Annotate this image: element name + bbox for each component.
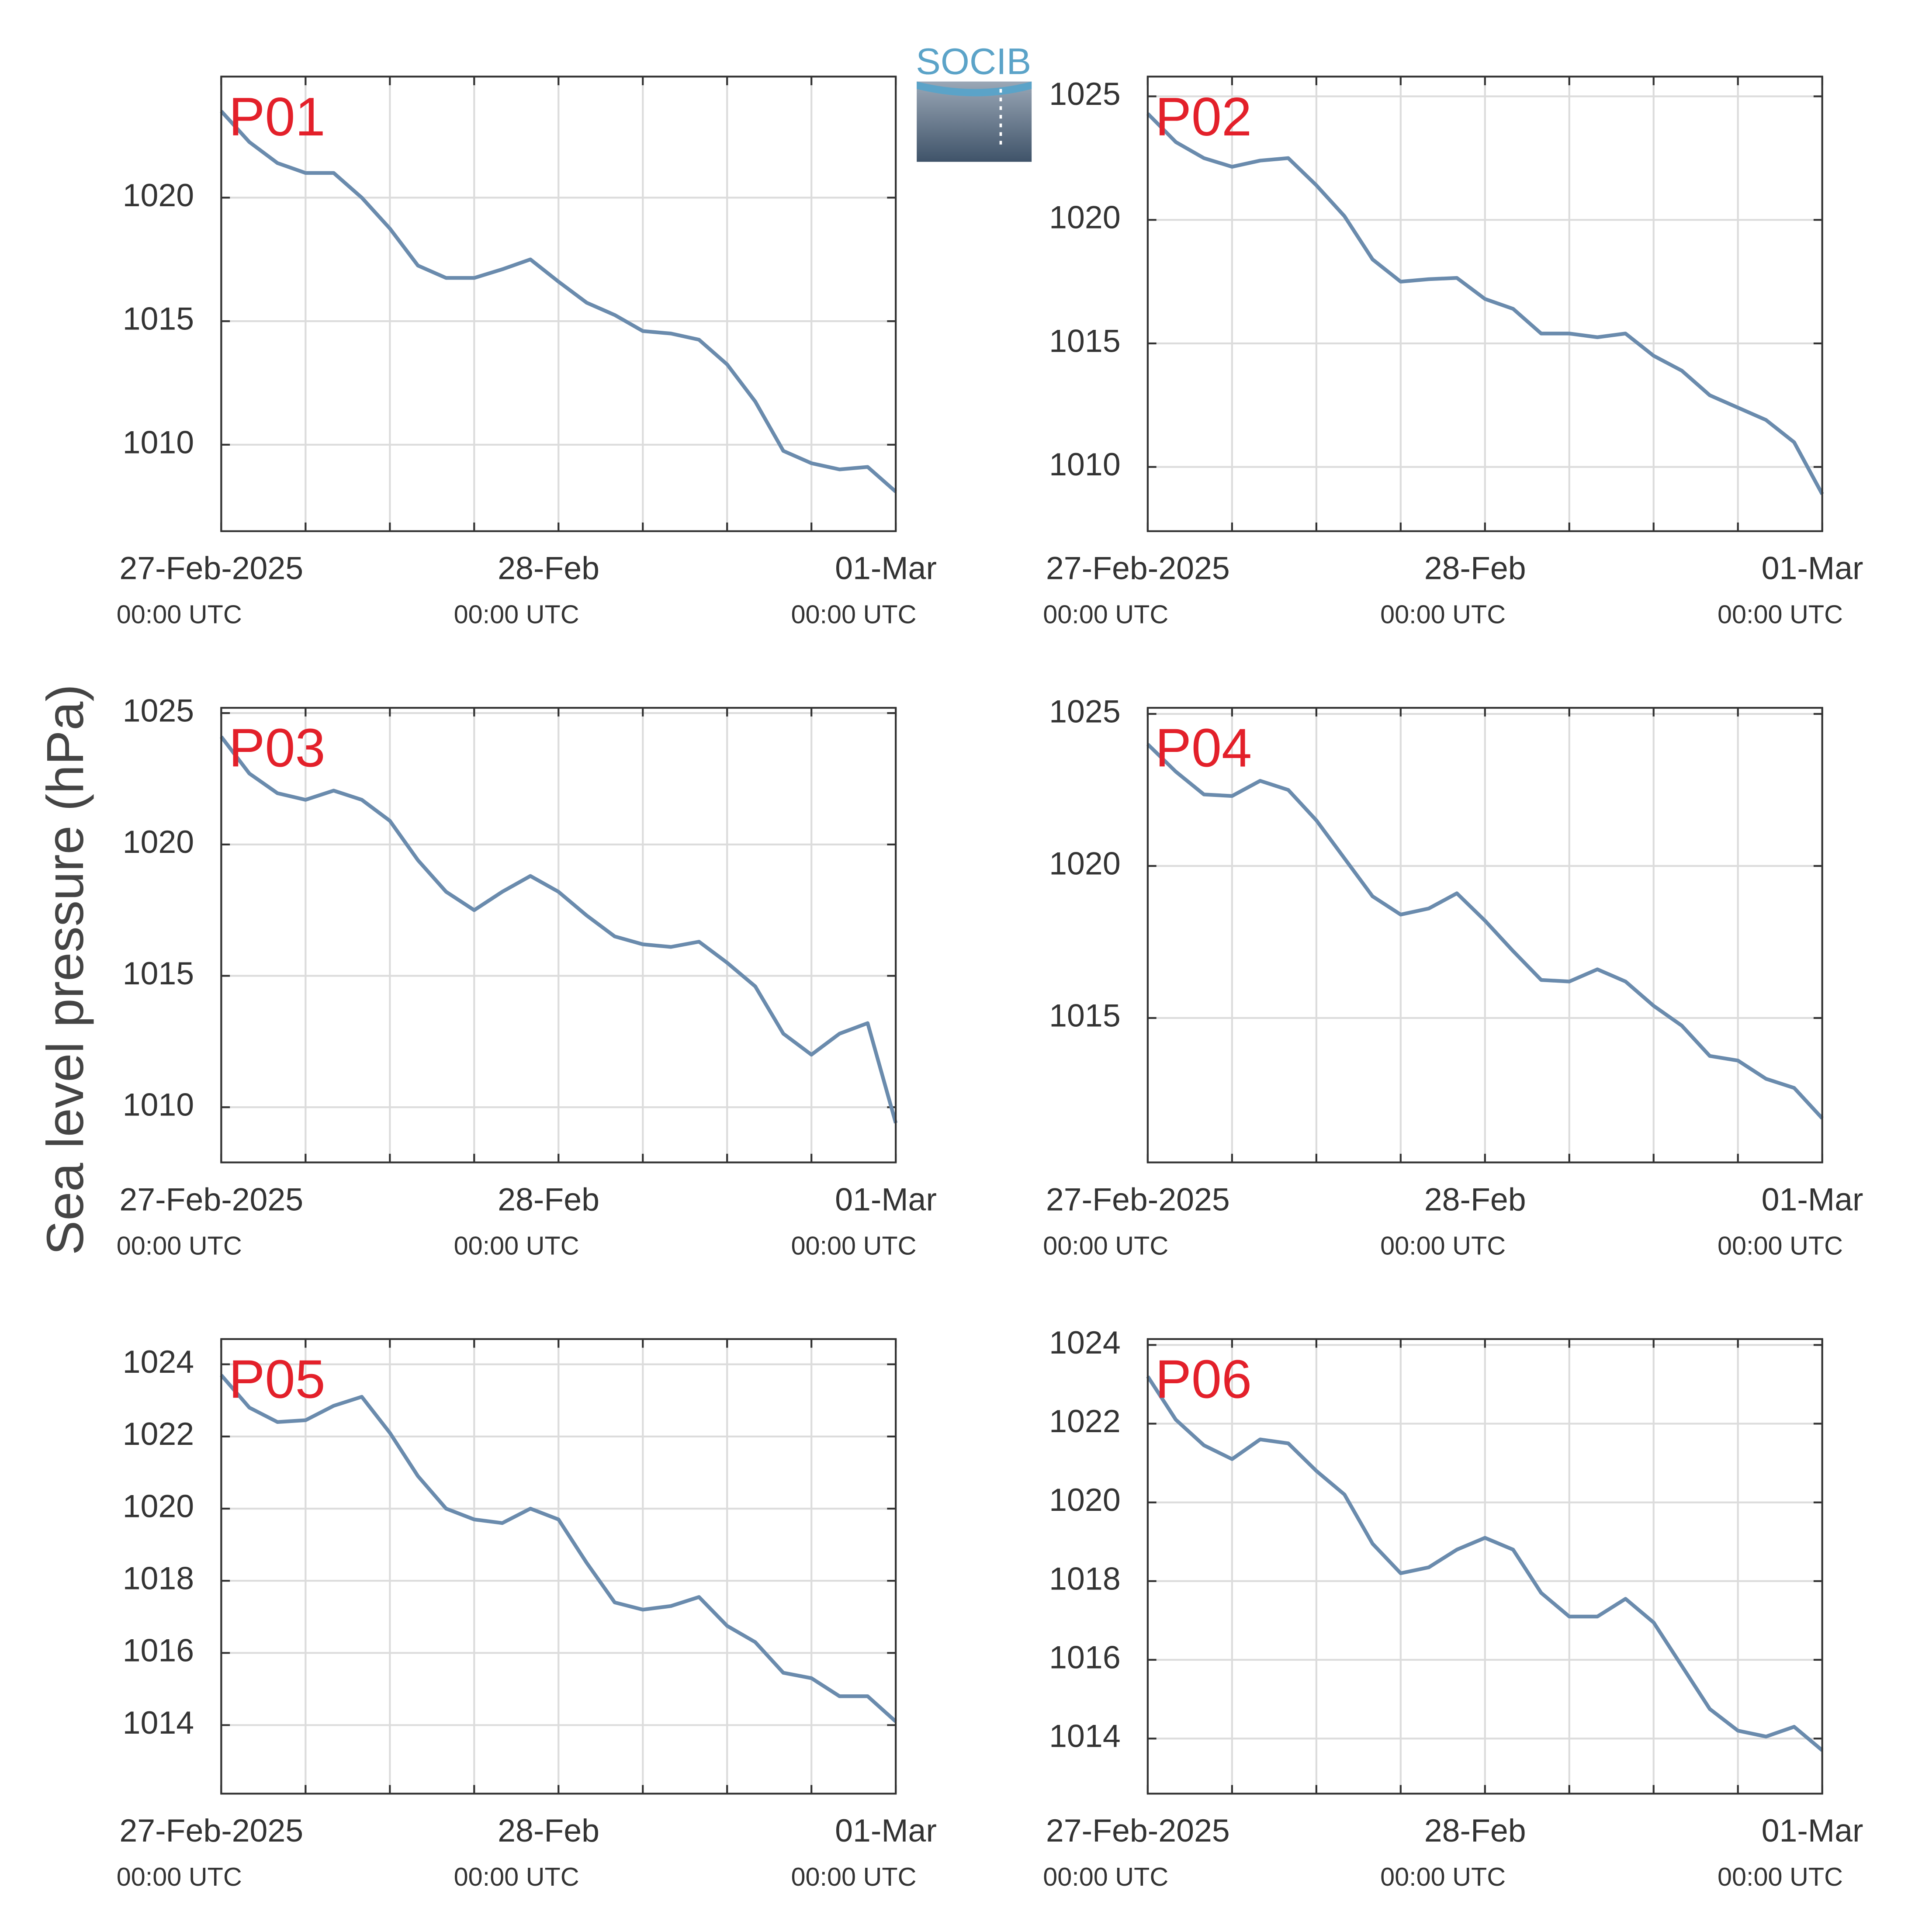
x-tick-label: 27-Feb-2025 xyxy=(119,1812,303,1849)
data-line xyxy=(1146,1375,1824,1752)
x-tick-time: 00:00 UTC xyxy=(1380,1231,1506,1260)
x-tick-label: 27-Feb-2025 xyxy=(1046,1181,1230,1217)
y-tick-label: 1018 xyxy=(1049,1560,1121,1596)
y-tick-label: 1010 xyxy=(1049,446,1121,482)
panel-title: P06 xyxy=(1155,1349,1252,1410)
x-tick-label: 01-Mar xyxy=(835,1181,937,1217)
x-tick-label: 27-Feb-2025 xyxy=(1046,1812,1230,1849)
y-tick-label: 1015 xyxy=(123,955,194,991)
panel: 1014 1016 1018 1020 1022 1024 27-Feb-2025 00:00… xyxy=(1043,1324,1863,1891)
y-tick-label: 1020 xyxy=(123,177,194,213)
logo-wave xyxy=(917,81,1032,97)
x-tick-label: 28-Feb xyxy=(498,550,599,586)
data-line xyxy=(1146,743,1824,1120)
y-tick-label: 1025 xyxy=(1049,693,1121,729)
x-tick-label: 27-Feb-2025 xyxy=(119,1181,303,1217)
x-tick-label: 01-Mar xyxy=(835,550,937,586)
x-tick-label: 01-Mar xyxy=(835,1812,937,1849)
x-tick-time: 00:00 UTC xyxy=(791,600,916,629)
y-tick-label: 1024 xyxy=(1049,1324,1121,1361)
y-tick-label: 1015 xyxy=(1049,322,1121,359)
x-tick-time: 00:00 UTC xyxy=(117,600,242,629)
x-tick-time: 00:00 UTC xyxy=(1718,1862,1843,1891)
y-tick-label: 1018 xyxy=(123,1560,194,1596)
y-tick-label: 1015 xyxy=(1049,997,1121,1033)
x-tick-label: 01-Mar xyxy=(1762,550,1863,586)
y-axis-label: Sea level pressure (hPa) xyxy=(37,684,94,1255)
y-tick-label: 1025 xyxy=(1049,76,1121,112)
panel: 1010 1015 1020 27-Feb-2025 00:00 UTC 28-Feb 00… xyxy=(117,76,937,629)
panel: 1010 1015 1020 1025 27-Feb-2025 00:00 UTC 28-F… xyxy=(1043,76,1863,629)
x-tick-time: 00:00 UTC xyxy=(1718,600,1843,629)
logo: SOCIB xyxy=(916,40,1032,162)
data-line xyxy=(220,735,898,1124)
x-tick-label: 27-Feb-2025 xyxy=(1046,550,1230,586)
x-tick-label: 28-Feb xyxy=(1424,1181,1526,1217)
panel: 1015 1020 1025 27-Feb-2025 00:00 UTC 28-Feb 00… xyxy=(1043,693,1863,1260)
x-tick-label: 01-Mar xyxy=(1762,1181,1863,1217)
y-tick-label: 1010 xyxy=(123,1087,194,1123)
x-tick-label: 27-Feb-2025 xyxy=(119,550,303,586)
panel-title: P04 xyxy=(1155,718,1252,779)
x-tick-time: 00:00 UTC xyxy=(791,1231,916,1260)
y-tick-label: 1014 xyxy=(1049,1718,1121,1754)
y-tick-label: 1016 xyxy=(1049,1639,1121,1675)
x-tick-time: 00:00 UTC xyxy=(1043,1231,1168,1260)
axes-frame xyxy=(1146,76,1823,532)
x-tick-label: 01-Mar xyxy=(1762,1812,1863,1849)
x-tick-label: 28-Feb xyxy=(1424,1812,1526,1849)
x-tick-label: 28-Feb xyxy=(498,1812,599,1849)
y-tick-label: 1010 xyxy=(123,424,194,460)
x-tick-time: 00:00 UTC xyxy=(791,1862,916,1891)
y-tick-label: 1014 xyxy=(123,1704,194,1741)
axes-frame xyxy=(1146,706,1823,1163)
y-tick-label: 1020 xyxy=(123,1488,194,1524)
y-tick-label: 1016 xyxy=(123,1632,194,1669)
panel-title: P01 xyxy=(229,87,325,147)
axes-frame xyxy=(220,706,897,1163)
y-tick-label: 1020 xyxy=(123,824,194,860)
panel-title: P02 xyxy=(1155,87,1252,147)
y-tick-label: 1020 xyxy=(1049,1482,1121,1518)
x-tick-time: 00:00 UTC xyxy=(117,1231,242,1260)
x-tick-label: 28-Feb xyxy=(498,1181,599,1217)
x-tick-time: 00:00 UTC xyxy=(117,1862,242,1891)
x-tick-time: 00:00 UTC xyxy=(1380,600,1506,629)
x-tick-time: 00:00 UTC xyxy=(1043,1862,1168,1891)
panel: 1010 1015 1020 1025 27-Feb-2025 00:00 UTC 28-F… xyxy=(117,692,937,1260)
x-tick-time: 00:00 UTC xyxy=(1718,1231,1843,1260)
x-tick-time: 00:00 UTC xyxy=(454,600,579,629)
panel: 1014 1016 1018 1020 1022 1024 27-Feb-2025 00:00… xyxy=(117,1338,937,1891)
y-tick-label: 1025 xyxy=(123,692,194,729)
y-tick-label: 1022 xyxy=(123,1416,194,1452)
axes-frame xyxy=(220,1338,897,1795)
y-tick-label: 1015 xyxy=(123,301,194,337)
panel-title: P05 xyxy=(229,1349,325,1410)
data-line xyxy=(1146,112,1824,495)
x-tick-time: 00:00 UTC xyxy=(1380,1862,1506,1891)
y-tick-label: 1020 xyxy=(1049,845,1121,881)
x-tick-time: 00:00 UTC xyxy=(454,1231,579,1260)
data-line xyxy=(220,1374,897,1723)
data-line xyxy=(220,110,897,493)
panel-title: P03 xyxy=(229,718,325,779)
logo-text: SOCIB xyxy=(916,40,1031,82)
axes-frame xyxy=(1146,1338,1823,1795)
axes-frame xyxy=(220,76,897,532)
x-tick-label: 28-Feb xyxy=(1424,550,1526,586)
y-tick-label: 1024 xyxy=(123,1343,194,1380)
y-tick-label: 1022 xyxy=(1049,1403,1121,1439)
y-tick-label: 1020 xyxy=(1049,199,1121,235)
x-tick-time: 00:00 UTC xyxy=(1043,600,1168,629)
x-tick-time: 00:00 UTC xyxy=(454,1862,579,1891)
